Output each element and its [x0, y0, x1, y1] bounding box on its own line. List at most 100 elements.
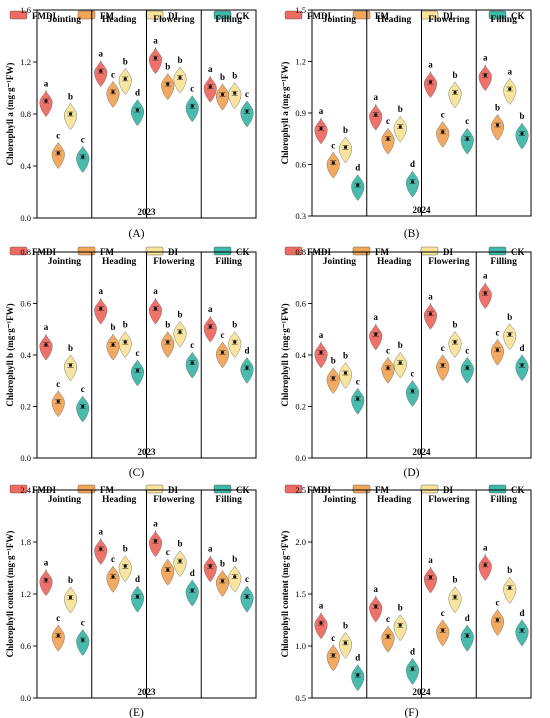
violin-mark: [216, 569, 229, 597]
year-label: 2023: [138, 447, 157, 457]
violin-mark: [503, 323, 517, 351]
legend-label: CK: [236, 11, 250, 21]
violin-mark: [381, 357, 395, 384]
significance-letter: b: [343, 620, 348, 630]
violin-mark: [131, 359, 144, 387]
violin-mark: [39, 569, 53, 597]
median-point: [123, 340, 127, 344]
median-point: [520, 628, 524, 633]
stage-label: Heading: [102, 15, 137, 25]
violin-mark: [369, 595, 383, 623]
median-point: [44, 578, 48, 582]
violin-mark: [240, 100, 254, 128]
violin-mark: [131, 98, 144, 127]
median-point: [331, 161, 335, 165]
violin-mark: [185, 579, 199, 607]
significance-letter: a: [374, 312, 379, 322]
violin-mark: [393, 613, 407, 642]
median-point: [220, 92, 225, 97]
violin-mark: [39, 334, 53, 361]
violin-mark: [39, 90, 53, 117]
median-point: [398, 623, 402, 627]
violin-mark: [424, 71, 437, 98]
y-tick-label: 1.2: [20, 57, 31, 67]
significance-letter: d: [135, 87, 140, 97]
violin-mark: [51, 390, 65, 418]
legend-swatch: [284, 10, 303, 20]
median-point: [495, 348, 500, 352]
significance-letter: b: [343, 125, 348, 135]
significance-letter: c: [190, 340, 194, 350]
median-point: [356, 183, 360, 187]
median-point: [343, 145, 348, 149]
significance-letter: c: [81, 617, 85, 627]
legend-label: CK: [511, 11, 525, 21]
y-tick-label: 1.0: [295, 641, 306, 651]
stage-label: Heading: [377, 15, 412, 25]
violin-mark: [406, 379, 419, 407]
significance-letter: b: [232, 71, 237, 81]
median-point: [99, 307, 103, 311]
significance-letter: c: [56, 379, 60, 389]
median-point: [111, 575, 115, 579]
median-point: [483, 73, 487, 77]
stage-label: Filling: [490, 257, 517, 267]
violin-mark: [76, 629, 90, 656]
median-point: [233, 91, 237, 95]
violin-mark: [173, 550, 187, 577]
stage-label: Filling: [490, 15, 517, 25]
panel-caption: (F): [404, 707, 418, 718]
significance-letter: d: [410, 646, 415, 656]
significance-letter: a: [483, 271, 488, 281]
significance-letter: c: [56, 130, 60, 140]
median-point: [374, 113, 378, 117]
violin-mark: [339, 362, 352, 389]
violin-mark: [436, 121, 450, 148]
stage-label: Filling: [215, 257, 242, 267]
significance-letter: d: [410, 159, 415, 169]
significance-letter: a: [44, 558, 49, 568]
significance-letter: c: [81, 384, 85, 394]
median-point: [111, 90, 115, 94]
significance-letter: c: [111, 554, 115, 564]
legend-swatch: [488, 484, 507, 494]
significance-letter: a: [153, 519, 158, 529]
stage-label: Jointing: [48, 495, 82, 505]
median-point: [319, 350, 323, 355]
significance-letter: b: [68, 575, 73, 585]
y-tick-label: 0.0: [20, 693, 31, 703]
y-tick-label: 0.6: [295, 160, 306, 170]
median-point: [56, 151, 60, 155]
significance-letter: b: [398, 340, 403, 350]
legend-swatch: [284, 246, 303, 256]
median-point: [343, 641, 348, 645]
legend-swatch: [284, 484, 303, 494]
violin-mark: [94, 538, 108, 565]
violin-mark: [339, 631, 352, 659]
significance-letter: b: [177, 538, 182, 548]
median-point: [245, 109, 249, 113]
median-point: [465, 634, 469, 638]
violin-mark: [460, 127, 474, 155]
legend-swatch: [9, 10, 28, 20]
legend-swatch: [77, 10, 96, 20]
stage-label: Flowering: [153, 257, 194, 267]
stage-label: Jointing: [48, 15, 82, 25]
y-tick-label: 1.8: [20, 537, 31, 547]
panel-caption: (B): [404, 228, 420, 240]
violin-mark: [161, 559, 175, 586]
violin-mark: [118, 555, 132, 583]
violin-mark: [381, 127, 395, 155]
significance-letter: b: [220, 72, 225, 82]
violin-mark: [503, 576, 517, 604]
violin-mark: [185, 352, 199, 379]
year-label: 2023: [138, 207, 157, 217]
significance-letter: c: [221, 330, 225, 340]
significance-letter: c: [496, 597, 500, 607]
median-point: [319, 126, 323, 131]
violin-mark: [314, 341, 328, 369]
violin-mark: [161, 72, 175, 101]
significance-letter: b: [495, 103, 500, 113]
median-point: [374, 604, 378, 609]
